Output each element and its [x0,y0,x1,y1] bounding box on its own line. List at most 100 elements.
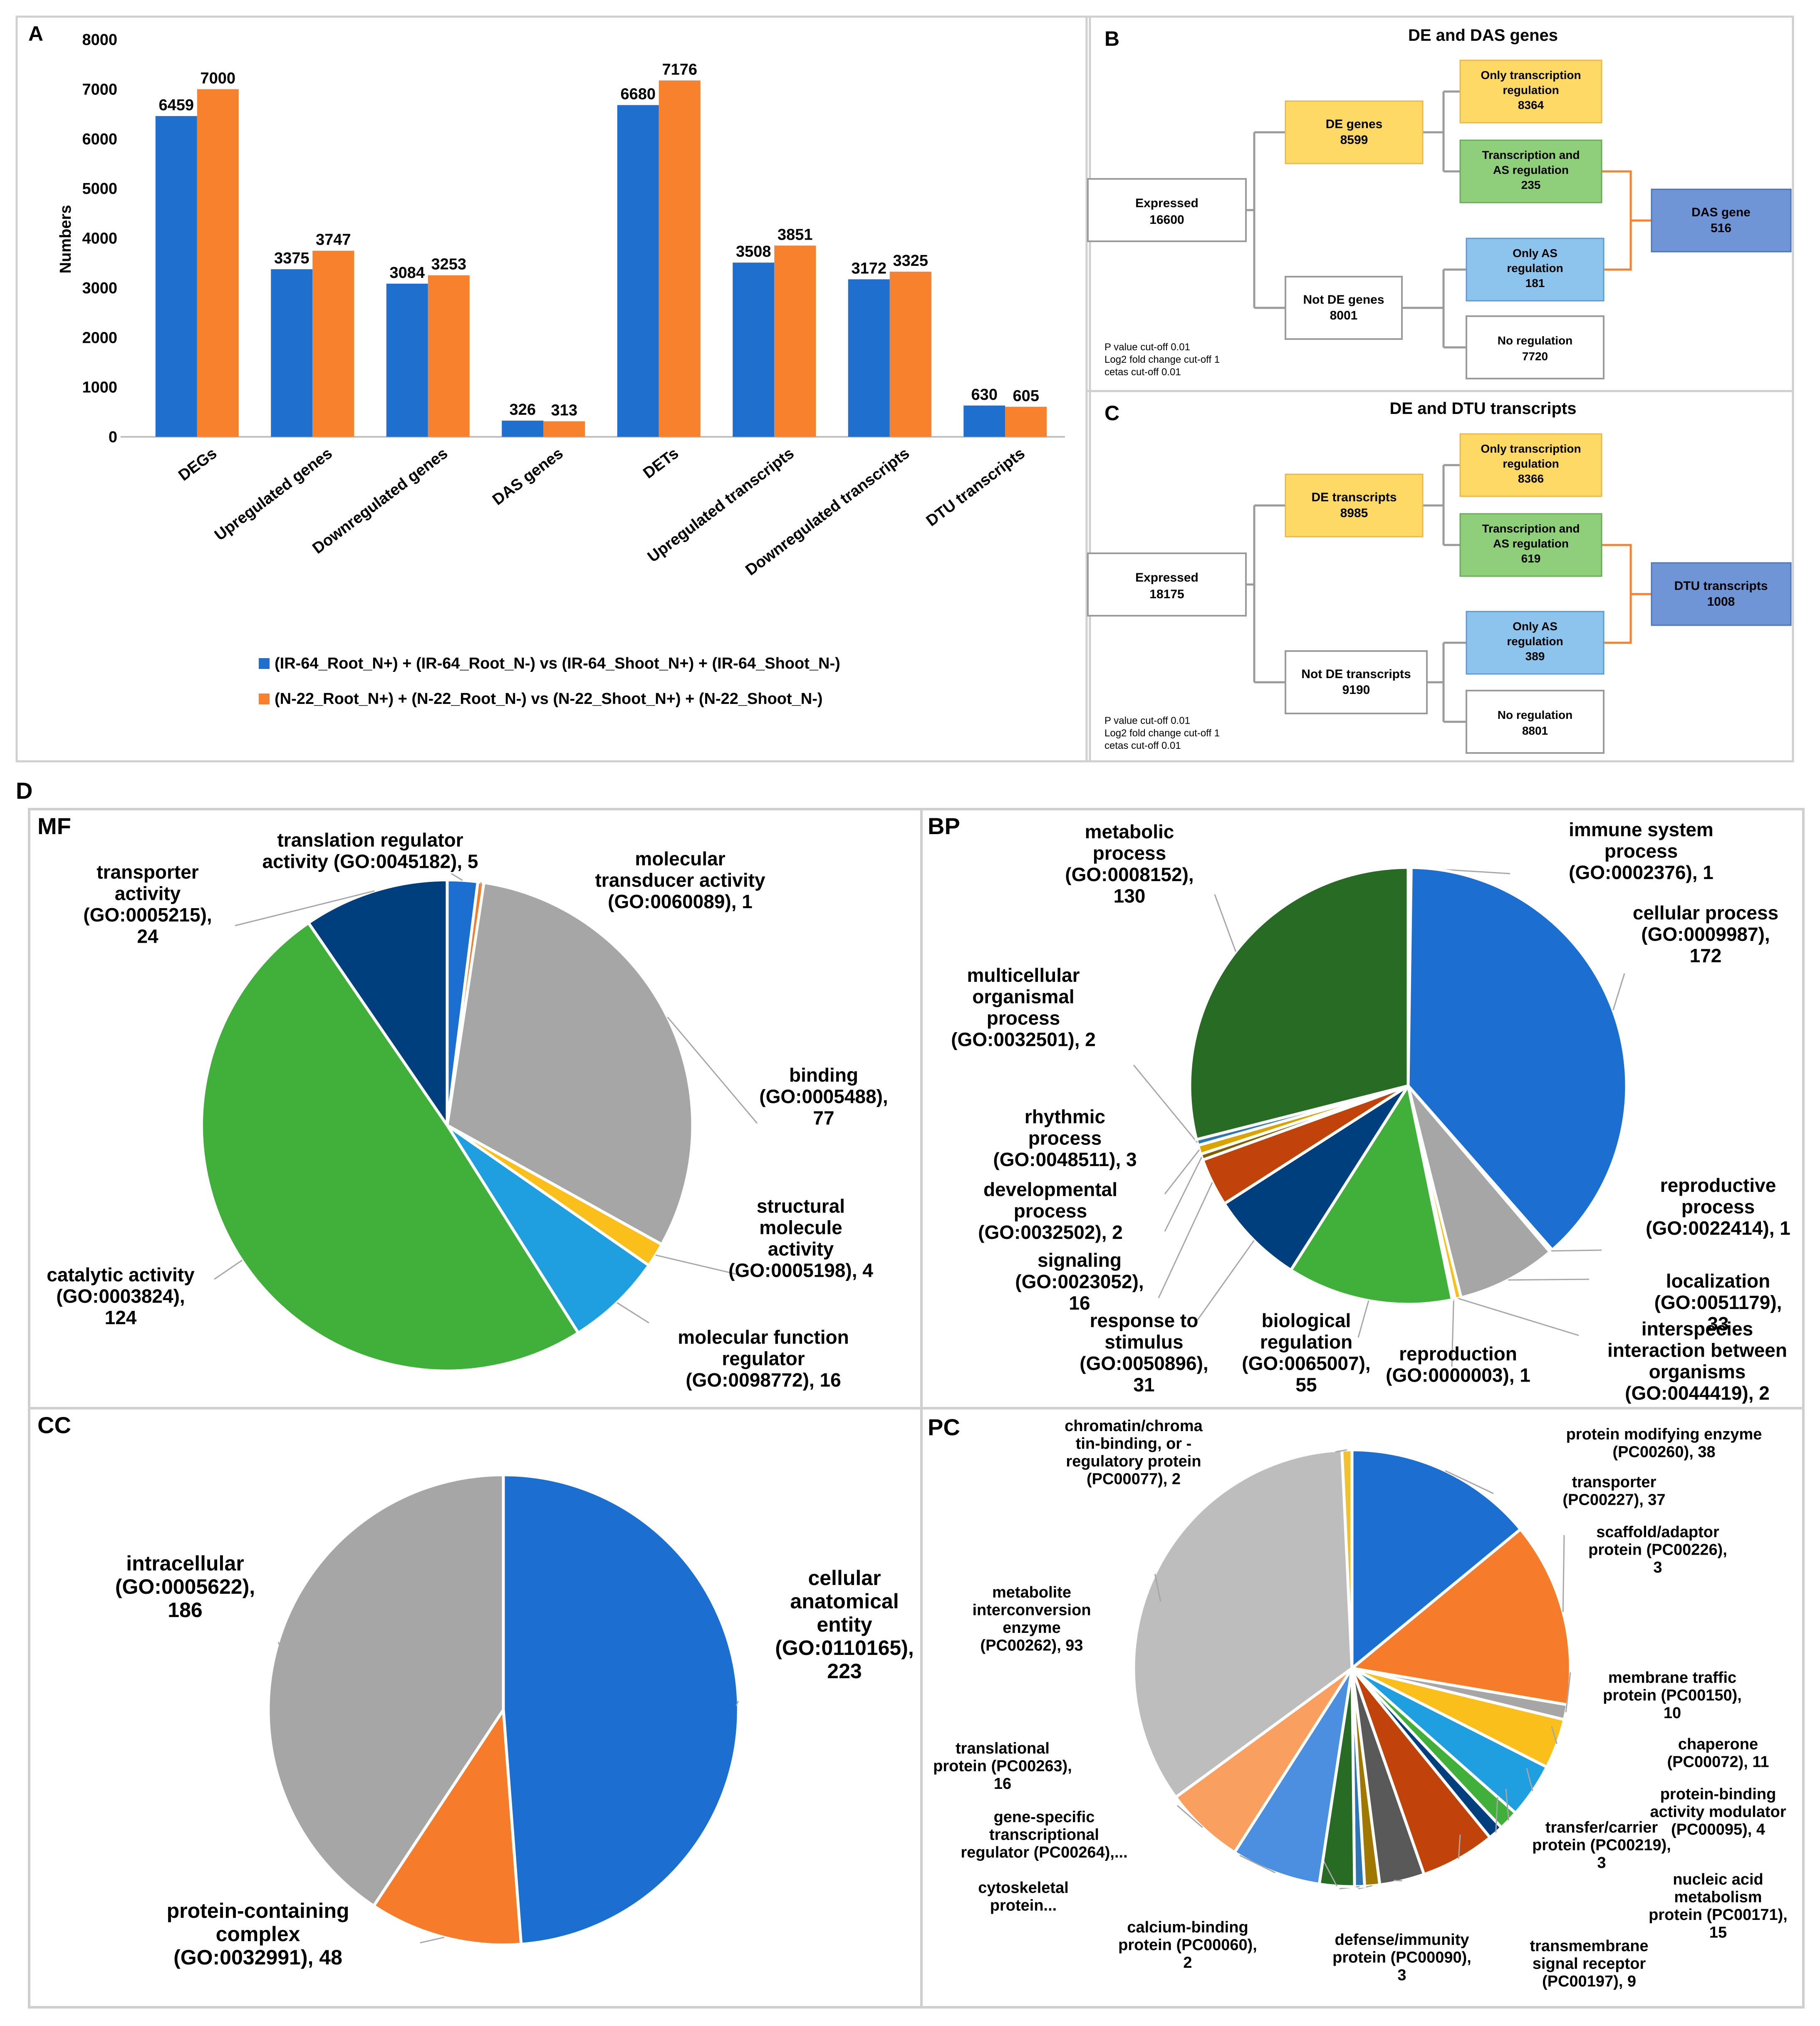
leader-line [617,1302,649,1324]
slice-label-line: molecular function [678,1326,849,1348]
slice-label: chromatin/chroma tin-binding, or -regulat… [1065,1417,1203,1488]
legend-label-n22: (N-22_Root_N+) + (N-22_Root_N-) vs (N-22… [275,690,823,708]
box-not-de-transcripts [1285,650,1428,714]
slice-label-line: signaling [1038,1249,1122,1271]
leader-line [1164,1149,1200,1194]
slice-label-line: (GO:0000003), 1 [1386,1365,1530,1386]
slice-label-line: catalytic activity [47,1264,195,1285]
slice-label-line: metabolism [1674,1889,1762,1906]
slice-label-line: regulation [1260,1331,1352,1353]
tree-line-orange [1602,170,1652,271]
slice-label-line: protein-containing [167,1899,349,1922]
leader-line [277,1642,284,1652]
slice-label-line: (GO:0032502), 2 [978,1221,1123,1243]
bar [428,275,470,437]
box-only-as-line1: Only AS [1513,620,1558,633]
slice-label-line: (GO:0044419), 2 [1625,1382,1770,1404]
bar-value-label: 605 [1013,387,1039,405]
slice-label-line: 55 [1295,1374,1317,1396]
pie-slice [446,1124,651,1335]
leader-line [1612,973,1625,1011]
slice-label-line: cellular process [1633,902,1778,924]
bar [848,279,890,437]
slice-label-line: 186 [168,1598,202,1622]
box-not-de-genes-value: 8001 [1330,309,1358,322]
box-only-transcription-line1: Only transcription [1481,442,1581,455]
pie-title-cc: CC [37,1412,71,1438]
slice-label-line: translation regulator [277,829,463,851]
y-tick-label: 6000 [82,131,117,148]
box-transcription-as-line2: AS regulation [1493,537,1569,550]
pie-slice [1174,1667,1353,1855]
slice-label-line: reproductive [1660,1174,1776,1196]
slice-label: response to stimulus (GO:0050896), 31 [1080,1310,1208,1396]
bar-value-label: 3253 [431,256,466,273]
slice-label-line: (GO:0098772), 16 [686,1369,841,1391]
slice-label-line: immune system [1569,819,1714,840]
y-tick-label: 2000 [82,329,117,347]
slice-label-line: 130 [1114,885,1146,907]
slice-label: metabolite interconversion enzyme (PC00262)… [972,1584,1091,1654]
box-not-de-transcripts-label: Not DE transcripts [1301,667,1411,681]
tree-line [1423,464,1460,546]
slice-label-line: (GO:0048511), 3 [993,1149,1137,1170]
slice-label: interspecies interaction between organisms… [1607,1318,1787,1404]
slice-label-line: (PC00077), 2 [1087,1471,1181,1488]
slice-label-line: organisms [1649,1361,1746,1382]
leader-line [1357,1300,1369,1338]
slice-label-line: membrane traffic [1608,1669,1736,1687]
slice-label-line: entity [817,1613,872,1636]
slice-label: nucleic acid metabolism protein (PC00171),… [1649,1871,1788,1942]
slice-label-line: protein (PC00263), [933,1758,1072,1775]
slice-label-line: (PC00197), 9 [1542,1973,1636,1990]
slice-label-line: scaffold/adaptor [1596,1523,1719,1541]
leader-line [1495,1797,1498,1833]
pie-cc: cellular anatomical entity (GO:0110165), 223… [115,1473,914,1969]
box-no-regulation-value: 7720 [1522,350,1548,363]
box-de-transcripts-label: DE transcripts [1311,490,1397,504]
slice-label: transporter (PC00227), 37 [1562,1474,1665,1509]
slice-label-line: activity (GO:0045182), 5 [262,851,478,872]
cutoff-line: P value cut-off 0.01 [1104,715,1190,726]
slice-label-line: metabolic [1085,821,1174,842]
slice-label-line: protein (PC00219), [1532,1837,1671,1854]
panel-c: C DE and DTU transcripts Expressed 18175… [1085,390,1794,763]
slice-label-line: (GO:0002376), 1 [1569,862,1714,883]
cutoff-line: Log2 fold change cut-off 1 [1104,354,1220,365]
cutoff-line: Log2 fold change cut-off 1 [1104,728,1220,739]
leader-line [1154,1574,1161,1602]
bar-value-label: 3084 [389,264,425,282]
slice-label-line: regulator [722,1348,805,1370]
slice-label-line: response to [1090,1310,1198,1331]
panel-b-letter: B [1104,27,1119,50]
slice-label-line: process [1014,1200,1087,1222]
y-axis-title: Numbers [57,205,74,274]
slice-label-line: developmental [983,1179,1117,1200]
slice-label-line: 10 [1664,1704,1681,1722]
bar-value-label: 630 [971,386,998,404]
bar-value-label: 3325 [893,252,928,270]
slice-label-line: (GO:0008152), [1065,864,1194,885]
pie-slice [502,1473,740,1946]
slice-label-line: transporter [1572,1474,1657,1491]
panel-a-border [15,15,1091,763]
slice-label-line: interaction between [1607,1340,1787,1361]
leader-line [1393,1880,1402,1882]
y-tick-label: 4000 [82,230,117,248]
pie-mf: translation regulator activity (GO:004518… [47,829,888,1391]
slice-label: chaperone (PC00072), 11 [1667,1736,1769,1771]
box-no-regulation [1466,690,1605,754]
box-expressed [1087,552,1247,617]
panel-b-connectors [1246,90,1652,349]
panel-c-letter: C [1104,401,1119,425]
box-only-transcription-value: 8364 [1518,99,1544,111]
slice-label-line: tin-binding, or - [1076,1435,1192,1453]
panel-c-border [1085,390,1794,763]
slice-label-line: 172 [1690,945,1722,966]
slice-label-line: calcium-binding [1127,1919,1248,1936]
legend-swatch-n22 [259,693,270,704]
box-no-regulation [1466,315,1605,379]
box-de-transcripts-value: 8985 [1340,506,1368,520]
slice-label: transporter activity (GO:0005215), 24 [83,861,212,947]
slice-label-line: reproduction [1399,1343,1517,1365]
